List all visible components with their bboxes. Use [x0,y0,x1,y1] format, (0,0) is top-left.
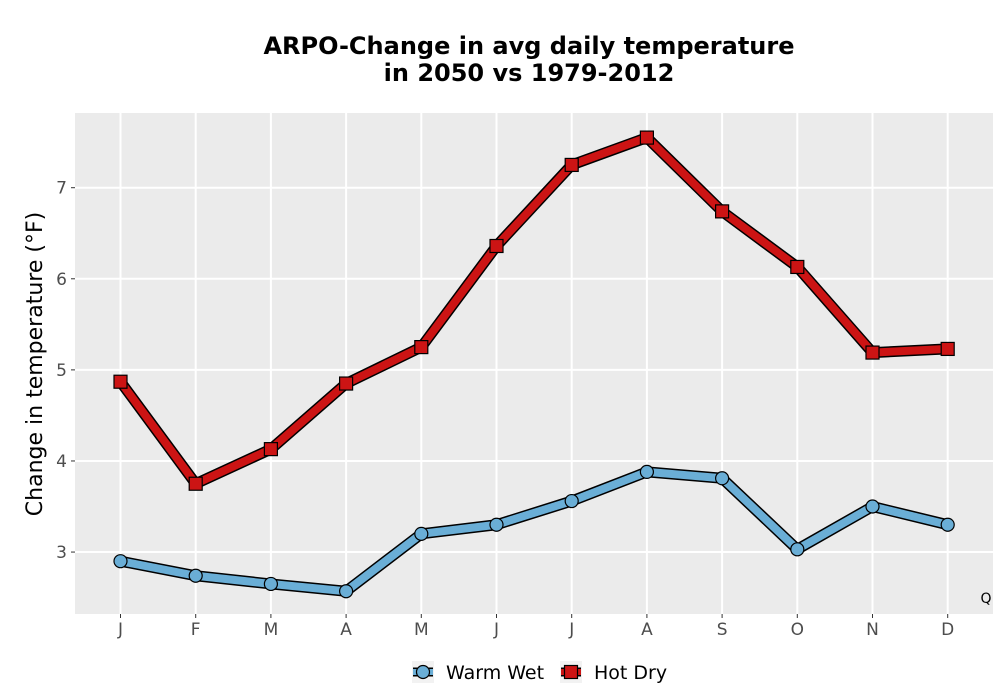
data-point [339,584,354,599]
legend-item-warm-wet: Warm Wet [412,661,544,684]
legend-marker [563,664,579,680]
grid [75,113,993,614]
data-point [414,340,429,355]
x-tick-label: A [641,620,653,640]
data-point [489,238,504,254]
x-tick-label: F [191,620,201,640]
data-point [940,517,955,532]
series-layer [113,130,955,599]
legend-marker [415,664,431,680]
x-tick-label: D [941,620,954,640]
y-axis-label: Change in temperature (°F) [23,212,48,516]
data-point [790,259,805,275]
corner-annotation: Q [980,591,991,607]
data-point [113,374,128,389]
legend-item-hot-dry: Hot Dry [560,661,667,684]
legend-label: Warm Wet [446,662,544,684]
legend: Warm Wet Hot Dry [412,661,667,684]
series-hot-dry [113,130,955,491]
x-tick-label: J [493,620,499,640]
data-point [714,471,730,486]
y-tick-label: 6 [56,270,67,290]
data-point [639,464,655,479]
x-tick-label: M [414,620,429,640]
axes: 3 4 5 6 7 J F M A M J J A S O N D [56,179,954,640]
series-warm-wet [113,464,955,599]
data-point [489,517,504,532]
data-point [940,341,955,357]
data-point [639,130,655,145]
x-tick-label: J [568,620,574,640]
series-line [116,133,952,488]
x-tick-label: O [791,620,804,640]
data-point [414,526,429,541]
chart-title-line1: ARPO-Change in avg daily temperature [263,32,794,60]
y-tick-label: 4 [56,452,67,472]
y-tick-label: 7 [56,179,67,199]
data-point [790,542,805,557]
data-point [188,476,203,491]
data-point [113,554,128,569]
chart-title-line2: in 2050 vs 1979-2012 [384,59,675,87]
data-point [865,499,880,514]
data-point [564,157,579,173]
data-point [263,442,278,457]
data-point [714,204,730,219]
data-point [188,568,203,583]
x-tick-label: M [264,620,279,640]
data-point [263,576,278,592]
y-tick-label: 5 [56,361,67,381]
data-point [865,345,880,360]
series-line [116,467,952,596]
legend-label: Hot Dry [594,662,667,684]
x-tick-label: J [117,620,123,640]
data-point [564,493,579,509]
x-tick-label: A [340,620,352,640]
x-tick-label: N [866,620,879,640]
data-point [339,376,354,391]
y-tick-label: 3 [56,543,67,563]
x-tick-label: S [717,620,728,640]
